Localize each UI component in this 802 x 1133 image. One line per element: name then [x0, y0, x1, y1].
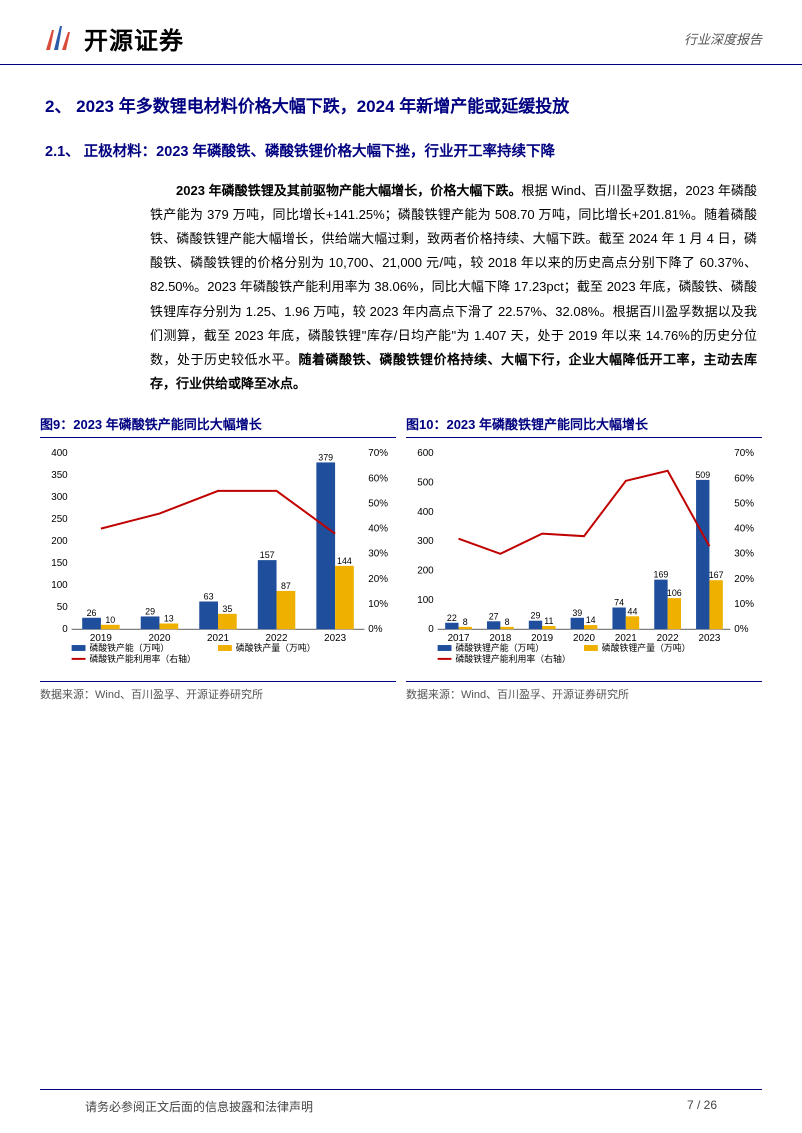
svg-text:20%: 20% [734, 574, 754, 585]
svg-text:40%: 40% [368, 523, 388, 534]
svg-text:磷酸铁产能利用率（右轴）: 磷酸铁产能利用率（右轴） [89, 653, 196, 664]
section-heading-2: 2、 2023 年多数锂电材料价格大幅下跌，2024 年新增产能或延缓投放 [45, 85, 757, 129]
svg-text:100: 100 [417, 595, 434, 606]
svg-text:250: 250 [51, 514, 68, 525]
chart10-source: 数据来源：Wind、百川盈孚、开源证券研究所 [406, 681, 762, 702]
chart9-column: 图9：2023 年磷酸铁产能同比大幅增长 0 50 100 150 200 250 300 3… [40, 414, 396, 702]
svg-text:39: 39 [572, 607, 582, 617]
svg-text:87: 87 [281, 581, 291, 591]
chart9-svg: 0 50 100 150 200 250 300 350 400 0% 10% 20% 30% 40% 50… [40, 444, 396, 674]
svg-text:10%: 10% [734, 599, 754, 610]
svg-text:14: 14 [586, 615, 596, 625]
svg-text:100: 100 [51, 580, 68, 591]
svg-text:2021: 2021 [207, 633, 229, 644]
company-name: 开源证券 [84, 21, 184, 56]
svg-text:2020: 2020 [573, 633, 595, 644]
svg-text:350: 350 [51, 470, 68, 481]
svg-text:74: 74 [614, 597, 624, 607]
svg-text:106: 106 [667, 588, 682, 598]
svg-text:0: 0 [62, 624, 68, 635]
svg-text:30%: 30% [734, 548, 754, 559]
chart9-source: 数据来源：Wind、百川盈孚、开源证券研究所 [40, 681, 396, 702]
chart10-svg: 0 100 200 300 400 500 600 0% 10% 20% 30% 40% 50% 60% 7… [406, 444, 762, 674]
svg-text:0%: 0% [734, 624, 748, 635]
svg-text:22: 22 [447, 612, 457, 622]
svg-text:400: 400 [51, 448, 68, 459]
svg-text:30%: 30% [368, 548, 388, 559]
svg-text:磷酸铁锂产量（万吨）: 磷酸铁锂产量（万吨） [602, 642, 691, 653]
svg-text:500: 500 [417, 477, 434, 488]
svg-text:35: 35 [222, 604, 232, 614]
svg-text:150: 150 [51, 558, 68, 569]
svg-text:50%: 50% [734, 498, 754, 509]
svg-text:29: 29 [145, 606, 155, 616]
svg-text:13: 13 [164, 613, 174, 623]
svg-text:26: 26 [87, 607, 97, 617]
svg-text:300: 300 [417, 536, 434, 547]
chart9-title: 图9：2023 年磷酸铁产能同比大幅增长 [40, 414, 396, 438]
svg-text:63: 63 [204, 591, 214, 601]
svg-text:167: 167 [709, 570, 724, 580]
chart10-column: 图10：2023 年磷酸铁锂产能同比大幅增长 0 100 200 300 400 500 6… [406, 414, 762, 702]
svg-text:40%: 40% [734, 523, 754, 534]
svg-text:磷酸铁锂产能利用率（右轴）: 磷酸铁锂产能利用率（右轴） [455, 653, 570, 664]
svg-text:60%: 60% [368, 473, 388, 484]
page-header: 开源证券 行业深度报告 [0, 0, 802, 65]
svg-text:400: 400 [417, 507, 434, 518]
svg-text:0: 0 [428, 624, 434, 635]
svg-text:11: 11 [544, 616, 553, 626]
svg-text:600: 600 [417, 448, 434, 459]
svg-text:2023: 2023 [324, 633, 346, 644]
chart10-title: 图10：2023 年磷酸铁锂产能同比大幅增长 [406, 414, 762, 438]
report-type: 行业深度报告 [684, 29, 762, 48]
svg-text:10%: 10% [368, 599, 388, 610]
svg-text:0%: 0% [368, 624, 382, 635]
svg-text:磷酸铁产能（万吨）: 磷酸铁产能（万吨） [89, 642, 169, 653]
svg-text:60%: 60% [734, 473, 754, 484]
svg-text:157: 157 [260, 550, 275, 560]
svg-text:509: 509 [695, 470, 710, 480]
page-number: 7 / 26 [687, 1098, 717, 1115]
svg-text:144: 144 [337, 556, 352, 566]
svg-text:50: 50 [57, 602, 68, 613]
svg-text:29: 29 [531, 610, 541, 620]
section-heading-3: 2.1、 正极材料：2023 年磷酸铁、磷酸铁锂价格大幅下挫，行业开工率持续下降 [45, 139, 757, 165]
svg-text:70%: 70% [734, 448, 754, 459]
svg-text:379: 379 [318, 452, 333, 462]
page-footer: 请务必参阅正文后面的信息披露和法律声明 7 / 26 [40, 1089, 762, 1115]
svg-text:44: 44 [628, 606, 638, 616]
footer-disclaimer: 请务必参阅正文后面的信息披露和法律声明 [85, 1098, 313, 1115]
svg-text:200: 200 [51, 536, 68, 547]
logo: 开源证券 [40, 20, 184, 56]
svg-text:8: 8 [505, 617, 510, 627]
svg-text:50%: 50% [368, 498, 388, 509]
svg-text:磷酸铁产量（万吨）: 磷酸铁产量（万吨） [236, 642, 316, 653]
svg-text:200: 200 [417, 565, 434, 576]
svg-text:磷酸铁锂产能（万吨）: 磷酸铁锂产能（万吨） [455, 642, 544, 653]
svg-text:10: 10 [105, 615, 115, 625]
svg-text:20%: 20% [368, 574, 388, 585]
company-logo-icon [40, 20, 76, 56]
svg-text:300: 300 [51, 492, 68, 503]
svg-text:2023: 2023 [698, 633, 720, 644]
para-lead-bold: 2023 年磷酸铁锂及其前驱物产能大幅增长，价格大幅下跌。 [176, 183, 522, 198]
chart-row: 图9：2023 年磷酸铁产能同比大幅增长 0501001502002503003… [40, 414, 762, 702]
svg-text:169: 169 [654, 569, 669, 579]
content-area: 2、 2023 年多数锂电材料价格大幅下跌，2024 年新增产能或延缓投放 2.… [0, 65, 802, 702]
para-mid: 根据 Wind、百川盈孚数据，2023 年磷酸铁产能为 379 万吨，同比增长+… [150, 183, 757, 366]
svg-text:8: 8 [463, 617, 468, 627]
svg-text:70%: 70% [368, 448, 388, 459]
body-paragraph: 2023 年磷酸铁锂及其前驱物产能大幅增长，价格大幅下跌。根据 Wind、百川盈… [150, 179, 757, 395]
svg-text:27: 27 [489, 611, 499, 621]
